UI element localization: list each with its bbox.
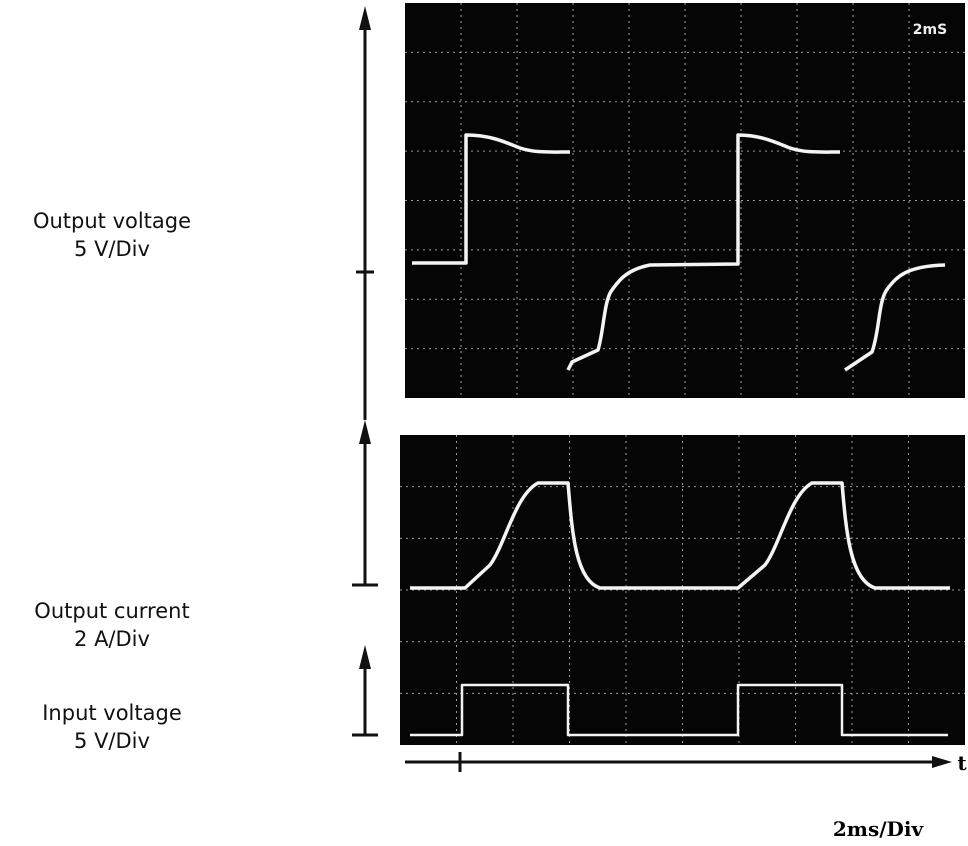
arrowhead bbox=[359, 6, 371, 30]
label-scale: 5 V/Div bbox=[74, 729, 150, 753]
label-scale: 5 V/Div bbox=[74, 237, 150, 261]
time-label: t bbox=[957, 751, 967, 775]
left-labels: Output voltage 5 V/Div Output current 2 … bbox=[33, 209, 191, 753]
time-scale: 2ms/Div bbox=[833, 817, 925, 841]
arrowhead bbox=[359, 645, 371, 669]
timebase-readout: 2mS bbox=[913, 22, 947, 38]
arrowhead bbox=[932, 756, 952, 768]
arrow bbox=[356, 18, 374, 420]
label-scale: 2 A/Div bbox=[74, 627, 150, 651]
time-arrow bbox=[405, 752, 940, 772]
bottom-screen bbox=[400, 435, 965, 745]
arrow bbox=[352, 432, 378, 585]
label-title: Output voltage bbox=[33, 209, 191, 233]
arrowhead bbox=[359, 420, 371, 444]
oscilloscope-figure: Output voltage 5 V/Div Output current 2 … bbox=[0, 0, 968, 846]
top-screen bbox=[405, 3, 965, 398]
label-title: Output current bbox=[34, 599, 189, 623]
label-title: Input voltage bbox=[42, 701, 182, 725]
